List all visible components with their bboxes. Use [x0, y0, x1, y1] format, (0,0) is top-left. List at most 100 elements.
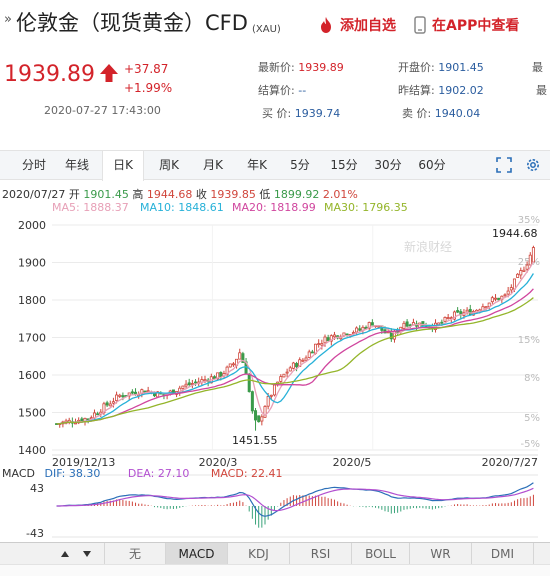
candle-body: [320, 343, 324, 346]
ma20-label: MA20:: [232, 201, 267, 214]
candle-body: [402, 322, 406, 329]
ask-price-label: 卖 价:: [402, 107, 432, 120]
dif-value: 38.30: [68, 467, 101, 480]
candle-body: [288, 367, 292, 372]
tab-year-line[interactable]: 年线: [64, 158, 89, 172]
ma20-value: 1818.99: [270, 201, 316, 214]
candle-body: [279, 376, 283, 382]
candle-body: [516, 273, 520, 278]
scroll-down-icon[interactable]: [80, 547, 94, 561]
candle-body: [484, 306, 488, 309]
close-label: 收: [195, 188, 207, 201]
x-tick-label: 2020/7/27: [482, 456, 538, 469]
ma5-legend: MA5: 1888.37: [52, 201, 129, 214]
bid-price-value: 1939.74: [294, 107, 341, 120]
low-label: 低: [259, 188, 271, 201]
macd-legend: MACD DIF: 38.30 DEA: 27.10 MACD: 22.41: [2, 467, 283, 480]
fullscreen-icon[interactable]: [496, 157, 512, 173]
indicator-tab-kdj[interactable]: KDJ: [228, 543, 290, 565]
candle-body: [238, 352, 242, 360]
candle-body: [184, 383, 188, 387]
ma30-legend: MA30: 1796.35: [324, 201, 408, 214]
candle-body: [111, 401, 115, 404]
candle-body: [355, 327, 359, 333]
tab-15min[interactable]: 15分: [330, 158, 358, 172]
candle-body: [408, 324, 412, 327]
add-watchlist-label: 添加自选: [340, 18, 396, 34]
candle-body: [446, 317, 450, 319]
indicator-tab-wr[interactable]: WR: [410, 543, 472, 565]
high-label: 高: [132, 188, 144, 201]
y-tick-label: 1700: [18, 332, 46, 345]
high-value: 1944.68: [146, 188, 193, 201]
ohlc-summary: 2020/07/27 开 1901.45 高 1944.68 收 1939.85…: [2, 186, 358, 202]
candle-body: [358, 328, 362, 331]
low-price-field: 最: [536, 82, 547, 98]
tab-intraday[interactable]: 分时: [21, 158, 46, 172]
tab-60min[interactable]: 60分: [418, 158, 446, 172]
open-price-value: 1901.45: [438, 61, 484, 74]
x-tick-label: 2019/12/13: [52, 456, 115, 469]
add-watchlist-button[interactable]: 添加自选: [318, 15, 396, 35]
flame-icon: [321, 17, 331, 33]
candle-body: [285, 371, 289, 374]
open-label: 开: [68, 188, 80, 201]
low-annotation: 1451.55: [232, 434, 278, 447]
candle-body: [86, 418, 90, 421]
candle-body: [465, 309, 469, 313]
candle-body: [231, 363, 235, 366]
candle-body: [272, 384, 276, 396]
candle-body: [146, 390, 150, 393]
candle-body: [329, 335, 333, 342]
y-tick-label: 1900: [18, 257, 46, 270]
candle-body: [115, 394, 119, 401]
y-tick-label: 1400: [18, 444, 46, 457]
candle-body: [181, 385, 185, 389]
candle-body: [190, 383, 194, 385]
candle-body: [456, 310, 460, 313]
tab-daily-k[interactable]: 日K: [102, 151, 144, 181]
candle-body: [241, 353, 245, 363]
dea-label: DEA:: [127, 467, 155, 480]
tab-30min[interactable]: 30分: [374, 158, 402, 172]
settle-price-field: 结算价: --: [258, 82, 306, 98]
candle-body: [130, 391, 134, 394]
indicator-tab-none[interactable]: 无: [104, 543, 166, 565]
view-in-app-button[interactable]: 在APP中查看: [414, 15, 519, 35]
instrument-code: (XAU): [252, 24, 281, 35]
percent-tick-label: 15%: [518, 335, 540, 346]
dea-line: [56, 487, 534, 512]
ask-price-field: 卖 价: 1940.04: [402, 105, 480, 121]
candle-body: [121, 395, 125, 398]
candle-body: [187, 382, 191, 386]
settings-gear-icon[interactable]: [524, 156, 542, 174]
candle-body: [443, 317, 447, 322]
candle-body: [74, 422, 78, 425]
indicator-tab-macd[interactable]: MACD: [166, 543, 228, 565]
phone-icon: [414, 16, 426, 34]
candle-body: [282, 373, 286, 378]
ma20-legend: MA20: 1818.99: [232, 201, 316, 214]
tab-5min[interactable]: 5分: [290, 158, 310, 172]
moving-average-lines: [56, 261, 534, 425]
date-axis: 2019/12/13 2020/3 2020/5 2020/7/27: [52, 454, 538, 469]
tab-weekly-k[interactable]: 周K: [159, 158, 179, 172]
macd-y-bottom: -43: [26, 527, 44, 540]
scroll-up-icon[interactable]: [58, 547, 72, 561]
candle-body: [494, 297, 498, 300]
prev-settle-label: 昨结算:: [398, 84, 435, 97]
candle-body: [105, 402, 109, 406]
macd-value-legend: MACD: 22.41: [211, 467, 283, 480]
candle-body: [452, 311, 456, 320]
indicator-tab-rsi[interactable]: RSI: [290, 543, 352, 565]
tab-monthly-k[interactable]: 月K: [203, 158, 223, 172]
ma10-label: MA10:: [140, 201, 175, 214]
percent-tick-label: -5%: [521, 439, 540, 450]
tab-yearly-k[interactable]: 年K: [247, 158, 267, 172]
indicator-tab-boll[interactable]: BOLL: [352, 543, 410, 565]
watermark: 新浪财经: [404, 239, 452, 254]
bottom-strip: [0, 564, 550, 576]
y-tick-label: 1500: [18, 407, 46, 420]
indicator-tab-dmi[interactable]: DMI: [472, 543, 534, 565]
